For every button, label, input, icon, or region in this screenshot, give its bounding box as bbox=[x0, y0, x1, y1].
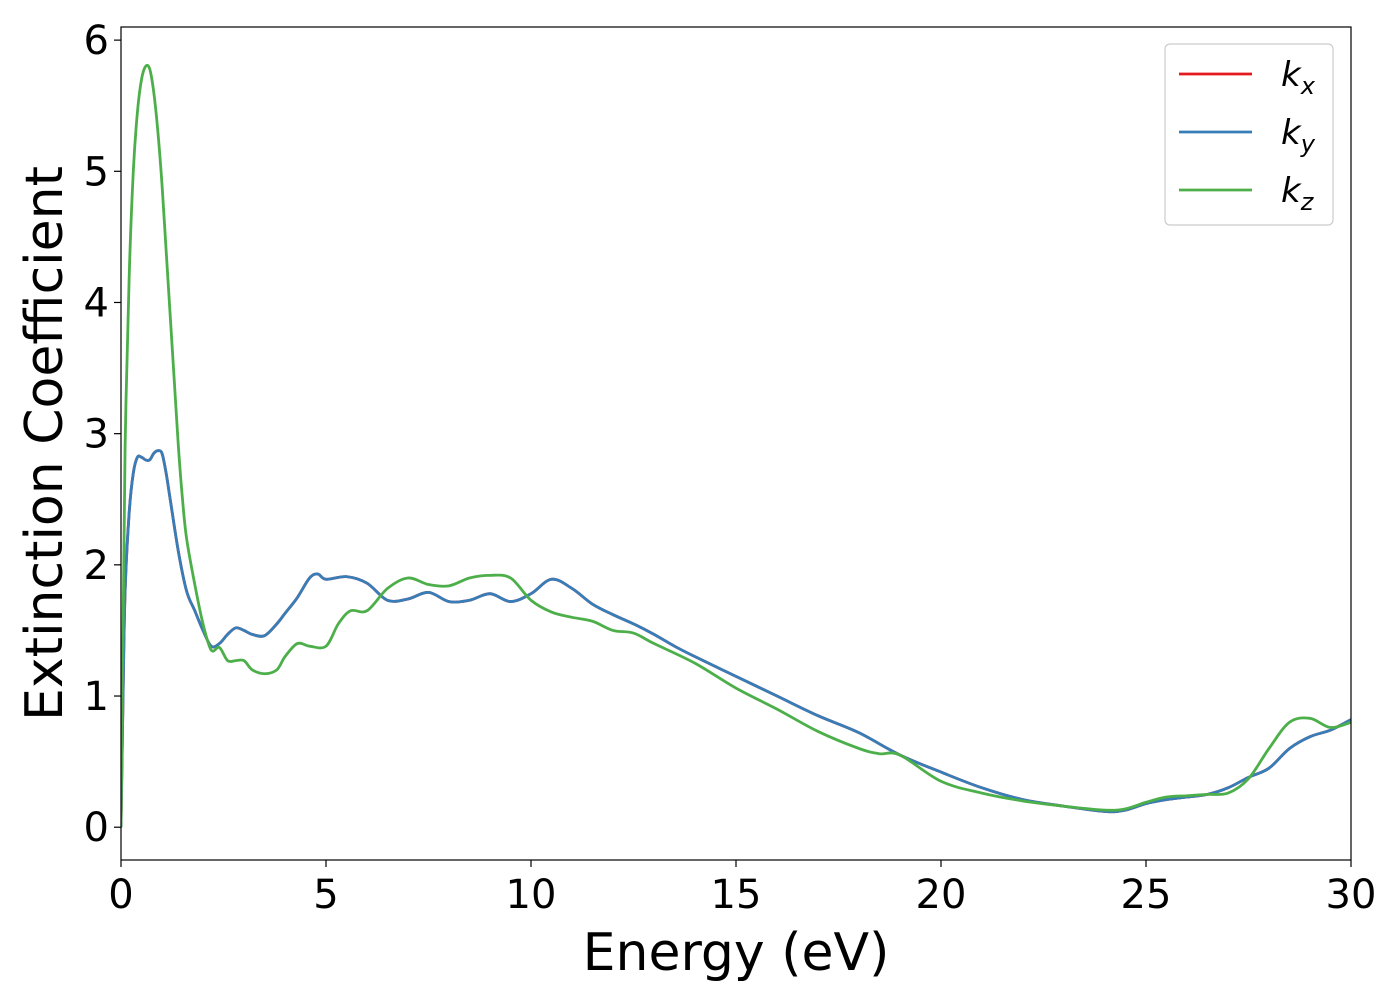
y-axis-ticks: 0 1 2 3 4 5 6 bbox=[84, 18, 121, 851]
x-tick-label: 25 bbox=[1121, 872, 1172, 918]
x-tick-label: 30 bbox=[1326, 872, 1377, 918]
series-line-kx bbox=[121, 449, 1351, 828]
y-tick-label: 4 bbox=[84, 280, 109, 326]
series-line-ky bbox=[121, 449, 1351, 828]
y-tick-label: 0 bbox=[84, 805, 109, 851]
x-tick-label: 10 bbox=[506, 872, 557, 918]
legend-label-subscript: y bbox=[1300, 130, 1316, 158]
legend-label-main: k bbox=[1281, 171, 1302, 211]
legend-box bbox=[1164, 43, 1334, 226]
y-tick-label: 2 bbox=[84, 543, 109, 589]
x-tick-label: 0 bbox=[108, 872, 133, 918]
y-axis-title: Extinction Coefficient bbox=[15, 166, 75, 721]
x-tick-label: 5 bbox=[313, 872, 338, 918]
legend-label-main: k bbox=[1281, 113, 1302, 153]
legend-label-subscript: z bbox=[1300, 188, 1315, 216]
legend-label-kx: kx bbox=[1281, 55, 1316, 100]
x-tick-label: 20 bbox=[916, 872, 967, 918]
legend-label-ky: ky bbox=[1281, 113, 1316, 158]
y-tick-label: 3 bbox=[84, 412, 109, 458]
legend-label-main: k bbox=[1281, 55, 1302, 95]
legend-label-kz: kz bbox=[1281, 171, 1315, 216]
legend-label-subscript: x bbox=[1300, 72, 1316, 100]
x-axis-title: Energy (eV) bbox=[583, 923, 890, 983]
x-tick-label: 15 bbox=[711, 872, 762, 918]
x-axis-ticks: 0 5 10 15 20 25 30 bbox=[108, 860, 1376, 918]
y-tick-label: 6 bbox=[84, 18, 109, 64]
series-layer bbox=[121, 63, 1351, 828]
y-tick-label: 5 bbox=[84, 149, 109, 195]
series-line-kz bbox=[121, 63, 1351, 828]
y-tick-label: 1 bbox=[84, 674, 109, 720]
